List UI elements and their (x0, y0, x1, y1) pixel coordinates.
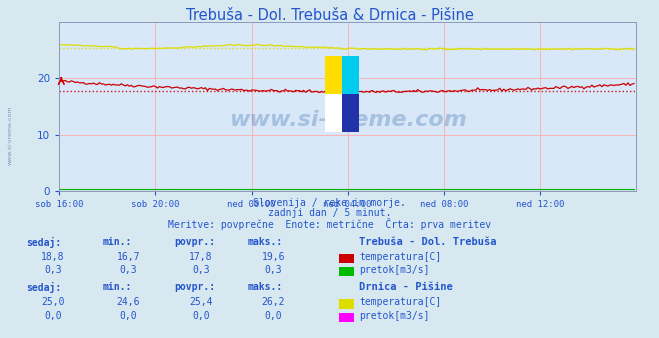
Text: povpr.:: povpr.: (175, 282, 215, 292)
Text: 18,8: 18,8 (41, 252, 65, 262)
Text: 0,0: 0,0 (120, 311, 137, 321)
Text: temperatura[C]: temperatura[C] (359, 297, 442, 308)
Text: Meritve: povprečne  Enote: metrične  Črta: prva meritev: Meritve: povprečne Enote: metrične Črta:… (168, 218, 491, 230)
Text: pretok[m3/s]: pretok[m3/s] (359, 265, 430, 275)
Text: Drnica - Pišine: Drnica - Pišine (359, 282, 453, 292)
Text: 17,8: 17,8 (189, 252, 213, 262)
Text: 16,7: 16,7 (117, 252, 140, 262)
Text: www.si-vreme.com: www.si-vreme.com (229, 110, 467, 130)
Text: Trebuša - Dol. Trebuša: Trebuša - Dol. Trebuša (359, 237, 497, 247)
Text: 0,3: 0,3 (265, 265, 282, 275)
Text: 0,0: 0,0 (192, 311, 210, 321)
Text: temperatura[C]: temperatura[C] (359, 252, 442, 262)
Text: 0,0: 0,0 (44, 311, 61, 321)
Text: zadnji dan / 5 minut.: zadnji dan / 5 minut. (268, 208, 391, 218)
Text: min.:: min.: (102, 237, 132, 247)
Text: pretok[m3/s]: pretok[m3/s] (359, 311, 430, 321)
Text: sedaj:: sedaj: (26, 282, 61, 293)
Text: 0,0: 0,0 (265, 311, 282, 321)
Text: 26,2: 26,2 (262, 297, 285, 308)
Text: 0,3: 0,3 (120, 265, 137, 275)
Text: min.:: min.: (102, 282, 132, 292)
Text: www.si-vreme.com: www.si-vreme.com (8, 105, 13, 165)
Text: 24,6: 24,6 (117, 297, 140, 308)
Text: 19,6: 19,6 (262, 252, 285, 262)
Text: sedaj:: sedaj: (26, 237, 61, 248)
Text: maks.:: maks.: (247, 237, 282, 247)
Text: Slovenija / reke in morje.: Slovenija / reke in morje. (253, 198, 406, 208)
Text: 25,0: 25,0 (41, 297, 65, 308)
Text: maks.:: maks.: (247, 282, 282, 292)
Text: Trebuša - Dol. Trebuša & Drnica - Pišine: Trebuša - Dol. Trebuša & Drnica - Pišine (186, 8, 473, 23)
Text: povpr.:: povpr.: (175, 237, 215, 247)
Text: 0,3: 0,3 (192, 265, 210, 275)
Text: 0,3: 0,3 (44, 265, 61, 275)
Text: 25,4: 25,4 (189, 297, 213, 308)
